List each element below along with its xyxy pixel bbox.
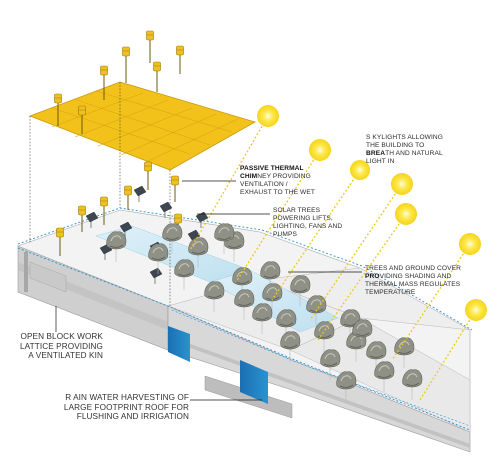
solar-panel-icon (195, 211, 209, 228)
sun-icon (257, 105, 487, 321)
trees-ground-cover-label: TREES AND GROUND COVER PROVIDING SHADING… (365, 265, 461, 296)
tree-icon (162, 223, 183, 254)
yellow-roof-canopy (28, 81, 257, 306)
tree-icon (402, 369, 423, 400)
tree-icon (252, 303, 273, 334)
solar-tree-icon (56, 227, 64, 256)
tree-icon (290, 275, 311, 306)
tree-icon (262, 283, 283, 314)
solar-panel-icon (85, 211, 99, 228)
tree-icon (188, 237, 209, 268)
tree-icon (106, 231, 127, 262)
tree-icon (214, 223, 235, 254)
sun-rays (189, 115, 477, 401)
block-work-label: OPEN BLOCK WORK LATTICE PROVIDING A VENT… (20, 332, 103, 361)
solar-tree-icon (144, 161, 152, 190)
tree-icon (320, 349, 341, 380)
solar-trees (54, 30, 184, 256)
rain-water-label: R AIN WATER HARVESTING OF LARGE FOOTPRIN… (63, 393, 189, 422)
solar-panel-icon (159, 201, 173, 218)
solar-tree-icon (100, 196, 108, 225)
tree-icon (340, 309, 361, 340)
tree-icon (280, 331, 301, 362)
solar-tree-icon (124, 185, 132, 210)
solar-trees-label: SOLAR TREES POWERING LIFTS, LIGHTING, FA… (273, 207, 343, 238)
tree-icon (374, 361, 395, 392)
solar-tree-icon (78, 205, 86, 232)
solar-tree-icon (54, 93, 62, 126)
solar-panel-icon (149, 267, 163, 284)
tree-icon (336, 371, 357, 402)
solar-tree-icon (122, 46, 130, 83)
passive-chimney-label: PASSIVE THERMAL CHIMNEY PROVIDING VENTIL… (240, 165, 315, 196)
leader-lines (55, 180, 362, 401)
solar-tree-icon (176, 45, 184, 74)
tree-icon (174, 259, 195, 290)
skylights-label: S KYLIGHTS ALLOWING THE BUILDING TO BREA… (366, 134, 444, 165)
tree-icon (234, 289, 255, 320)
trees (106, 223, 423, 402)
solar-tree-icon (146, 30, 154, 63)
tree-icon (148, 243, 169, 274)
solar-tree-icon (153, 61, 161, 92)
tree-icon (394, 337, 415, 368)
tree-icon (352, 319, 373, 350)
tree-icon (314, 321, 335, 352)
tree-icon (204, 281, 225, 312)
solar-tree-icon (171, 175, 179, 202)
solar-tree-icon (78, 105, 86, 134)
solar-panel-icon (133, 185, 147, 202)
solar-tree-icon (100, 65, 108, 100)
